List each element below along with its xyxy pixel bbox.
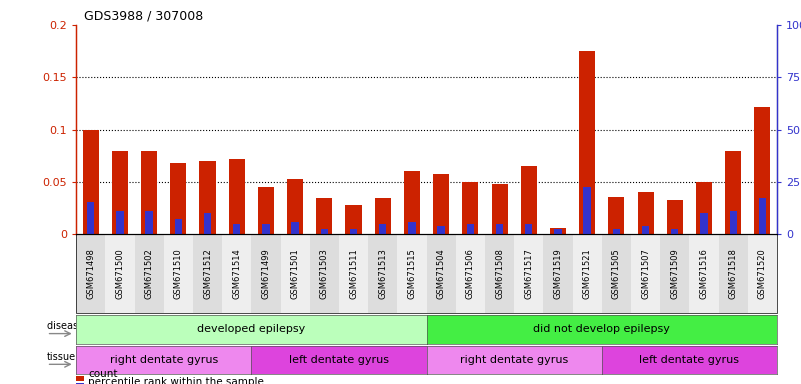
Bar — [759, 198, 766, 234]
Text: GSM671506: GSM671506 — [466, 248, 475, 299]
Text: GSM671515: GSM671515 — [408, 248, 417, 299]
Text: GSM671521: GSM671521 — [582, 248, 592, 299]
Bar — [642, 226, 649, 234]
Text: GSM671501: GSM671501 — [291, 248, 300, 299]
Bar — [613, 229, 620, 234]
Bar — [554, 229, 562, 234]
Bar — [292, 222, 299, 234]
Text: GSM671516: GSM671516 — [699, 248, 708, 299]
Text: GSM671509: GSM671509 — [670, 248, 679, 299]
Text: GSM671517: GSM671517 — [524, 248, 533, 299]
Bar — [433, 174, 449, 234]
Text: GSM671504: GSM671504 — [437, 248, 445, 299]
Text: disease state: disease state — [46, 321, 112, 331]
Bar — [521, 166, 537, 234]
Bar — [379, 224, 386, 234]
Text: left dentate gyrus: left dentate gyrus — [289, 355, 389, 365]
Bar — [404, 172, 420, 234]
Bar — [350, 229, 357, 234]
Bar — [492, 184, 508, 234]
Text: count: count — [88, 369, 118, 379]
Text: GSM671519: GSM671519 — [553, 248, 562, 299]
Text: GSM671502: GSM671502 — [145, 248, 154, 299]
Bar — [725, 151, 741, 234]
Bar — [141, 151, 157, 234]
Text: percentile rank within the sample: percentile rank within the sample — [88, 377, 264, 384]
Text: GSM671520: GSM671520 — [758, 248, 767, 299]
Text: right dentate gyrus: right dentate gyrus — [460, 355, 568, 365]
Text: GSM671500: GSM671500 — [115, 248, 124, 299]
Text: GSM671498: GSM671498 — [87, 248, 95, 299]
Bar — [755, 107, 771, 234]
Bar — [730, 211, 737, 234]
Bar — [83, 130, 99, 234]
Bar — [437, 226, 445, 234]
Bar — [262, 224, 270, 234]
Bar — [583, 187, 591, 234]
Bar — [228, 159, 245, 234]
Text: GSM671510: GSM671510 — [174, 248, 183, 299]
Bar — [87, 202, 95, 234]
Text: GSM671508: GSM671508 — [495, 248, 504, 299]
Bar — [287, 179, 303, 234]
Bar — [175, 218, 182, 234]
Bar — [316, 198, 332, 234]
Text: GSM671505: GSM671505 — [612, 248, 621, 299]
Bar — [696, 182, 712, 234]
Bar — [666, 200, 682, 234]
Bar — [233, 224, 240, 234]
Text: GSM671518: GSM671518 — [729, 248, 738, 299]
Bar — [112, 151, 128, 234]
Bar — [116, 211, 123, 234]
Text: GSM671512: GSM671512 — [203, 248, 212, 299]
Text: right dentate gyrus: right dentate gyrus — [110, 355, 218, 365]
Bar — [671, 229, 678, 234]
Text: GSM671507: GSM671507 — [641, 248, 650, 299]
Bar — [462, 182, 478, 234]
Bar — [525, 224, 533, 234]
Text: GSM671511: GSM671511 — [349, 248, 358, 299]
Text: GSM671499: GSM671499 — [261, 248, 271, 299]
Bar — [375, 198, 391, 234]
Text: GSM671503: GSM671503 — [320, 248, 329, 299]
Text: did not develop epilepsy: did not develop epilepsy — [533, 324, 670, 334]
Text: tissue: tissue — [46, 352, 76, 362]
Bar — [579, 51, 595, 234]
Bar — [467, 224, 474, 234]
Bar — [345, 205, 361, 234]
Bar — [146, 211, 153, 234]
Text: developed epilepsy: developed epilepsy — [197, 324, 305, 334]
Text: GSM671513: GSM671513 — [378, 248, 387, 299]
Text: GSM671514: GSM671514 — [232, 248, 241, 299]
Bar — [199, 161, 215, 234]
Text: GDS3988 / 307008: GDS3988 / 307008 — [84, 10, 203, 23]
Bar — [204, 214, 211, 234]
Text: left dentate gyrus: left dentate gyrus — [639, 355, 739, 365]
Bar — [550, 228, 566, 234]
Bar — [258, 187, 274, 234]
Bar — [409, 222, 416, 234]
Bar — [171, 163, 187, 234]
Bar — [608, 197, 625, 234]
Bar — [638, 192, 654, 234]
Bar — [700, 214, 707, 234]
Bar — [496, 224, 503, 234]
Bar — [320, 229, 328, 234]
